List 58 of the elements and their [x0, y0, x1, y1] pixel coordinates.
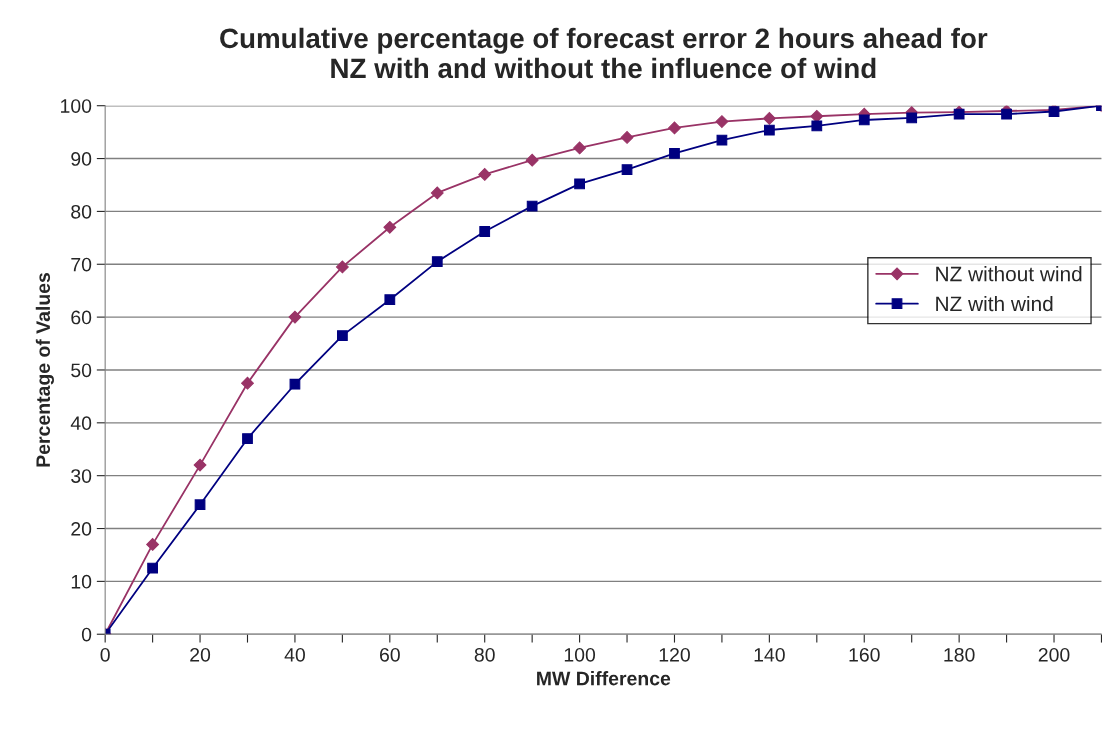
point: [478, 168, 492, 181]
point: [194, 499, 206, 511]
point: [431, 256, 443, 267]
point: [146, 537, 160, 551]
y-tick-label: 10: [71, 574, 92, 589]
x-tick-label: 80: [474, 647, 495, 662]
point: [193, 458, 207, 472]
point: [147, 562, 158, 574]
x-tick-label: 0: [100, 647, 110, 662]
chart-title: Cumulative percentage of forecast error 2 hours ahead for NZ with and without the influence of wind: [220, 27, 988, 79]
point: [430, 186, 444, 200]
point: [335, 260, 349, 274]
point: [242, 433, 253, 445]
point: [763, 124, 775, 136]
legend-label: NZ with wind: [936, 295, 1053, 312]
x-axis-title: MW Difference: [537, 671, 671, 686]
point: [288, 310, 302, 324]
point: [384, 294, 396, 306]
point: [289, 378, 301, 390]
x-tick-label: 140: [754, 647, 785, 662]
y-tick-label: 80: [71, 204, 92, 219]
point: [858, 114, 870, 126]
y-tick-label: 60: [71, 310, 92, 325]
point: [526, 200, 538, 212]
point: [241, 376, 254, 390]
x-tick-label: 20: [190, 647, 211, 662]
y-tick-label: 90: [71, 152, 92, 166]
point: [337, 330, 348, 341]
point: [715, 115, 729, 128]
x-tick-label: 160: [849, 647, 880, 662]
point: [621, 164, 633, 176]
point: [573, 141, 587, 155]
point: [620, 131, 634, 144]
y-tick-label: 70: [71, 257, 92, 272]
y-tick-label: 40: [70, 416, 92, 431]
point: [906, 112, 918, 124]
y-tick-label: 0: [81, 627, 92, 642]
point: [525, 153, 539, 167]
x-tick-label: 100: [564, 647, 596, 662]
x-tick-label: 60: [380, 647, 400, 662]
point: [479, 226, 491, 237]
y-tick-label: 20: [71, 521, 92, 536]
point: [574, 178, 585, 190]
x-tick-label: 40: [284, 647, 305, 662]
x-tick-label: 200: [1038, 647, 1070, 662]
point: [810, 109, 824, 123]
y-tick-label: 50: [71, 363, 92, 378]
point: [762, 111, 776, 125]
x-tick-label: 120: [659, 647, 690, 662]
point: [383, 220, 397, 234]
y-axis-title: Percentage of Values: [35, 272, 54, 467]
x-tick-label: 180: [944, 647, 975, 662]
y-tick-label: 100: [61, 99, 92, 113]
point: [668, 121, 681, 135]
y-tick-label: 30: [71, 469, 92, 483]
legend-label: NZ without wind: [936, 266, 1082, 282]
point: [811, 120, 823, 132]
point: [669, 147, 680, 159]
